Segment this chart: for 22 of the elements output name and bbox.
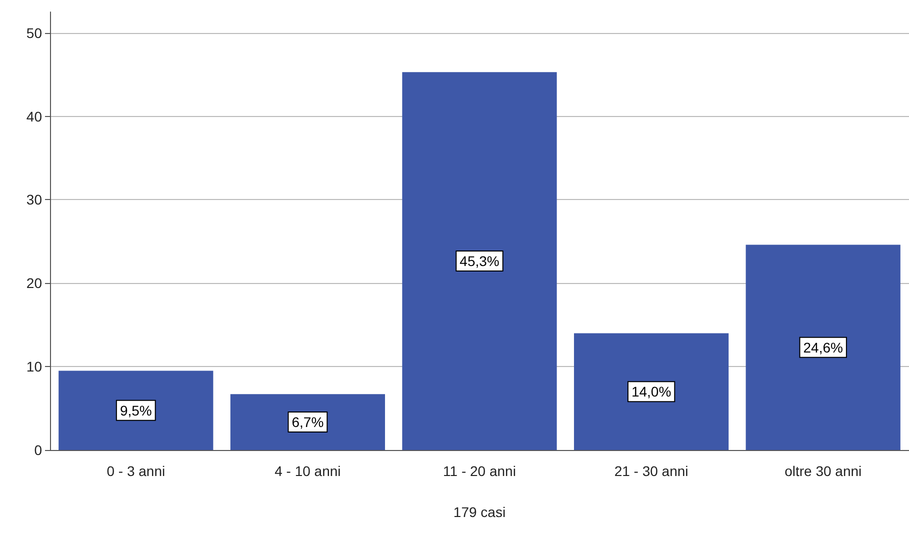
data-label: 6,7% — [292, 414, 324, 430]
bar — [230, 394, 386, 450]
bar — [58, 370, 214, 450]
x-axis-title: 179 casi — [453, 504, 506, 520]
bar — [574, 333, 729, 450]
data-label: 24,6% — [803, 339, 843, 356]
x-tick-label: 21 - 30 anni — [614, 463, 688, 479]
y-tick-label: 10 — [26, 358, 42, 375]
y-tick-label: 20 — [26, 275, 42, 292]
bar — [402, 72, 557, 450]
data-label: 9,5% — [120, 402, 152, 418]
x-tick-label: 0 - 3 anni — [106, 463, 166, 479]
y-tick-label: 0 — [34, 442, 42, 458]
x-tick-label: 4 - 10 anni — [274, 463, 341, 479]
data-label: 14,0% — [631, 384, 672, 400]
y-tick-label: 50 — [26, 24, 42, 41]
bar — [746, 244, 900, 450]
data-label: 45,3% — [460, 253, 500, 270]
x-tick-label: 11 - 20 anni — [443, 463, 516, 479]
y-tick-label: 30 — [26, 192, 42, 208]
x-tick-label: oltre 30 anni — [784, 463, 862, 479]
y-tick-label: 40 — [26, 108, 42, 124]
